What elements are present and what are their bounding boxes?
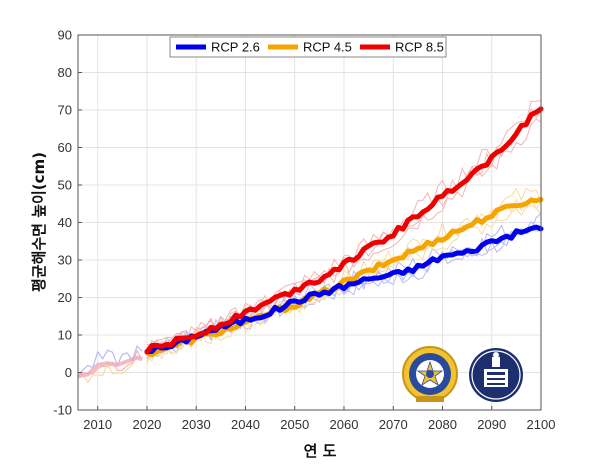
y-tick-label: 70 [58, 103, 72, 118]
series-line-rcp-4-5 [144, 197, 544, 358]
y-tick-label: 10 [58, 328, 72, 343]
x-tick-label: 2020 [132, 417, 161, 432]
x-tick-label: 2090 [477, 417, 506, 432]
series-line-rcp-2-6 [144, 224, 544, 355]
observed-member-line [77, 356, 143, 384]
x-axis-label: 연 도 [304, 442, 337, 460]
legend-label: RCP 8.5 [395, 40, 444, 55]
university-emblem [469, 348, 523, 402]
y-tick-label: 90 [58, 28, 72, 43]
x-tick-label: 2100 [527, 417, 556, 432]
series-lines [144, 106, 544, 358]
y-tick-label: 80 [58, 65, 72, 80]
y-tick-label: 60 [58, 140, 72, 155]
series-line-rcp-8-5 [144, 106, 544, 355]
y-tick-label: -10 [53, 403, 72, 418]
y-tick-label: 50 [58, 178, 72, 193]
y-tick-label: 0 [65, 365, 72, 380]
y-tick-label: 30 [58, 253, 72, 268]
x-tick-label: 2060 [330, 417, 359, 432]
legend: RCP 2.6 RCP 4.5 RCP 8.5 [169, 36, 447, 58]
y-tick-label: 40 [58, 215, 72, 230]
observed-line [77, 355, 143, 379]
oceanographic-society-emblem [402, 346, 458, 402]
x-axis-ticks: 2010 2020 2030 2040 2050 2060 2070 2080 2090 2100 [83, 406, 555, 432]
legend-label: RCP 4.5 [303, 40, 352, 55]
y-axis-label: 평균해수면 높이(cm) [30, 152, 48, 292]
ensemble-line [146, 100, 542, 350]
x-tick-label: 2080 [428, 417, 457, 432]
x-tick-label: 2050 [280, 417, 309, 432]
legend-box [169, 36, 447, 58]
y-tick-label: 20 [58, 290, 72, 305]
x-tick-label: 2070 [379, 417, 408, 432]
x-tick-label: 2010 [83, 417, 112, 432]
x-tick-label: 2030 [182, 417, 211, 432]
legend-label: RCP 2.6 [211, 40, 260, 55]
y-axis-ticks: -10 0 10 20 30 40 50 60 70 80 90 [53, 28, 82, 418]
x-tick-label: 2040 [231, 417, 260, 432]
